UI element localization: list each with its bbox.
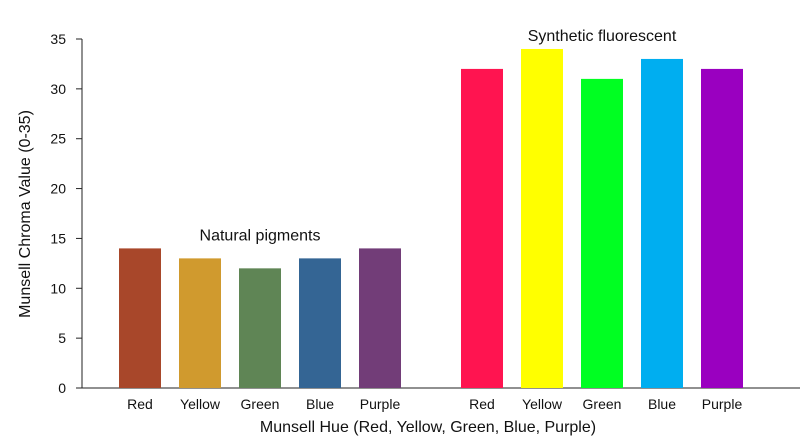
y-axis-title: Munsell Chroma Value (0-35) bbox=[17, 110, 34, 318]
bar-natural-green bbox=[239, 268, 281, 388]
x-tick-label: Yellow bbox=[522, 396, 563, 412]
y-axis: 0 5 10 15 20 25 30 35 bbox=[50, 31, 800, 396]
bar-natural-yellow bbox=[179, 258, 221, 388]
x-tick-label: Green bbox=[583, 396, 622, 412]
y-tick-label: 5 bbox=[58, 330, 66, 346]
bar-natural-blue bbox=[299, 258, 341, 388]
x-tick-label: Yellow bbox=[180, 396, 221, 412]
bar-natural-red bbox=[119, 248, 161, 388]
x-tick-label: Purple bbox=[360, 396, 401, 412]
x-tick-label: Green bbox=[241, 396, 280, 412]
bar-synthetic-blue bbox=[641, 58, 683, 388]
bar-natural-purple bbox=[359, 248, 401, 388]
y-tick-label: 15 bbox=[50, 230, 66, 246]
bar-synthetic-red bbox=[461, 68, 503, 389]
bar-synthetic-purple bbox=[701, 68, 743, 389]
x-tick-label: Blue bbox=[648, 396, 676, 412]
y-tick-label: 35 bbox=[50, 31, 66, 47]
y-tick-label: 25 bbox=[50, 131, 66, 147]
group-labels: Natural pigments Synthetic fluorescent bbox=[200, 28, 677, 244]
y-tick-label: 0 bbox=[58, 380, 66, 396]
bar-synthetic-yellow bbox=[521, 48, 563, 388]
x-tick-label: Blue bbox=[306, 396, 334, 412]
x-axis-title: Munsell Hue (Red, Yellow, Green, Blue, P… bbox=[260, 419, 596, 436]
bars bbox=[119, 48, 743, 389]
y-tick-label: 10 bbox=[50, 280, 66, 296]
y-tick-label: 30 bbox=[50, 81, 66, 97]
group-label: Synthetic fluorescent bbox=[528, 28, 677, 45]
bar-synthetic-green bbox=[581, 78, 623, 388]
x-tick-label: Red bbox=[127, 396, 153, 412]
y-tick-label: 20 bbox=[50, 181, 66, 197]
group-label: Natural pigments bbox=[200, 227, 321, 244]
x-tick-labels: Red Yellow Green Blue Purple Red Yellow Green Bl… bbox=[127, 396, 742, 412]
x-tick-label: Purple bbox=[702, 396, 743, 412]
x-tick-label: Red bbox=[469, 396, 495, 412]
